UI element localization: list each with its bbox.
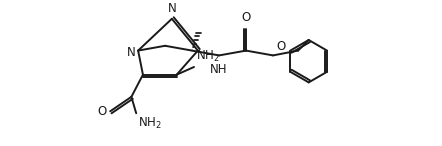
Text: N: N xyxy=(126,46,135,59)
Text: O: O xyxy=(241,11,251,24)
Text: NH$_2$: NH$_2$ xyxy=(138,116,162,131)
Text: NH: NH xyxy=(210,63,228,76)
Text: O: O xyxy=(276,40,285,53)
Text: NH$_2$: NH$_2$ xyxy=(196,49,220,64)
Text: O: O xyxy=(97,105,107,118)
Text: N: N xyxy=(168,2,176,15)
